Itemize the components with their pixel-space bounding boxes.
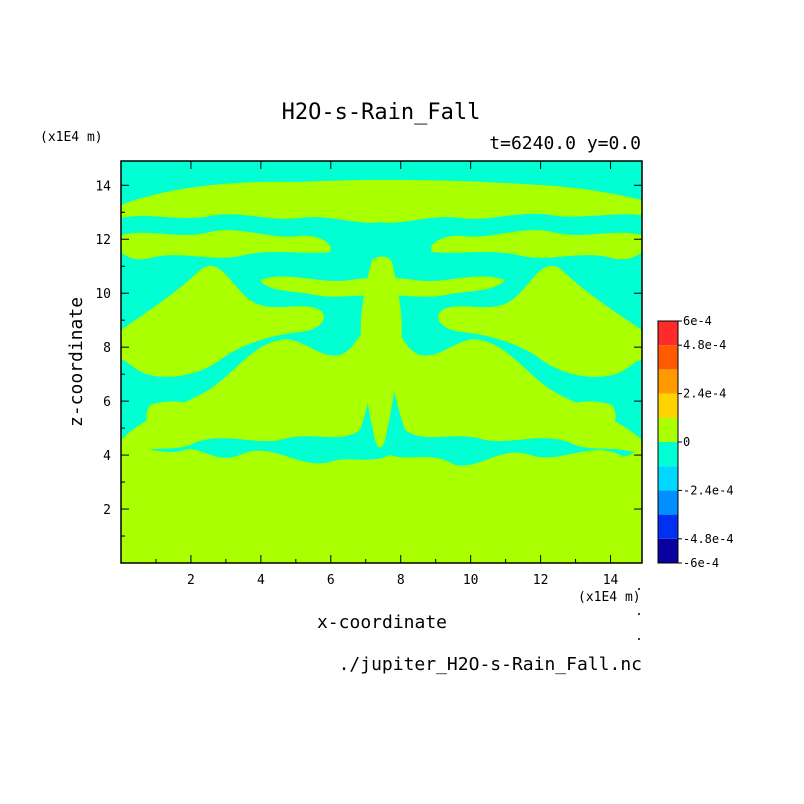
x-tick-label: 14 [603,573,619,588]
upper-left-streak [121,230,331,260]
colorbar-segment [658,393,678,418]
x-tick-label: 8 [397,573,405,588]
plot-area: 2 4 6 8 10 12 14 2 4 6 8 10 12 14 [95,160,643,588]
z-unit-label: (x1E4 m) [40,130,103,145]
x-axis-label: x-coordinate [317,612,447,633]
central-column-region [360,256,402,448]
y-tick-label: 6 [103,395,111,410]
footer-filename: ./jupiter_H2O-s-Rain_Fall.nc [339,654,642,675]
colorbar-tick-label: 0 [683,435,690,449]
chart-title: H2O-s-Rain_Fall [282,100,481,125]
colorbar-segment [658,514,678,539]
right-arm-region [438,265,642,377]
colorbar: -6e-4 -4.8e-4 -2.4e-4 0 2.4e-4 4.8e-4 6e-4 [657,314,734,570]
colorbar-tick-label: -2.4e-4 [683,483,734,497]
x-tick-label: 4 [257,573,265,588]
contour-field [121,161,642,563]
plot-frame [120,160,643,564]
axis-ticks: 2 4 6 8 10 12 14 2 4 6 8 10 12 14 [95,161,642,588]
corner-dots [638,588,640,640]
colorbar-segment [658,466,678,491]
colorbar-segment [658,321,678,346]
colorbar-segment [658,490,678,515]
colorbar-tick-label: 4.8e-4 [683,338,726,352]
left-arm-region [121,265,324,377]
upper-band-region [121,179,642,223]
dot-marker [638,638,640,640]
y-tick-label: 12 [95,233,111,248]
colorbar-segment [658,345,678,370]
colorbar-segment [658,442,678,467]
lower-right-swirl [536,401,616,432]
upper-center-arc [260,276,505,298]
y-tick-label: 4 [103,449,111,464]
x-tick-label: 2 [187,573,195,588]
y-tick-label: 2 [103,503,111,518]
x-tick-label: 6 [327,573,335,588]
y-tick-label: 14 [95,179,111,194]
dot-marker [638,613,640,615]
x-tick-label: 10 [463,573,479,588]
colorbar-tick-label: 2.4e-4 [683,387,726,401]
x-tick-label: 12 [533,573,549,588]
dot-marker [638,588,640,590]
colorbar-tick-label: -6e-4 [683,556,719,570]
chart-subtitle: t=6240.0 y=0.0 [489,133,641,154]
x-unit-label: (x1E4 m) [578,590,641,605]
lower-left-swirl [146,401,226,432]
y-tick-label: 8 [103,341,111,356]
colorbar-segment [658,369,678,394]
colorbar-segment [658,538,678,563]
lower-layer-region [121,448,642,563]
y-axis-label: z-coordinate [66,297,87,427]
colorbar-tick-label: 6e-4 [683,314,712,328]
y-tick-label: 10 [95,287,111,302]
upper-right-streak [431,230,642,260]
colorbar-segment [658,417,678,442]
colorbar-tick-label: -4.8e-4 [683,532,734,546]
